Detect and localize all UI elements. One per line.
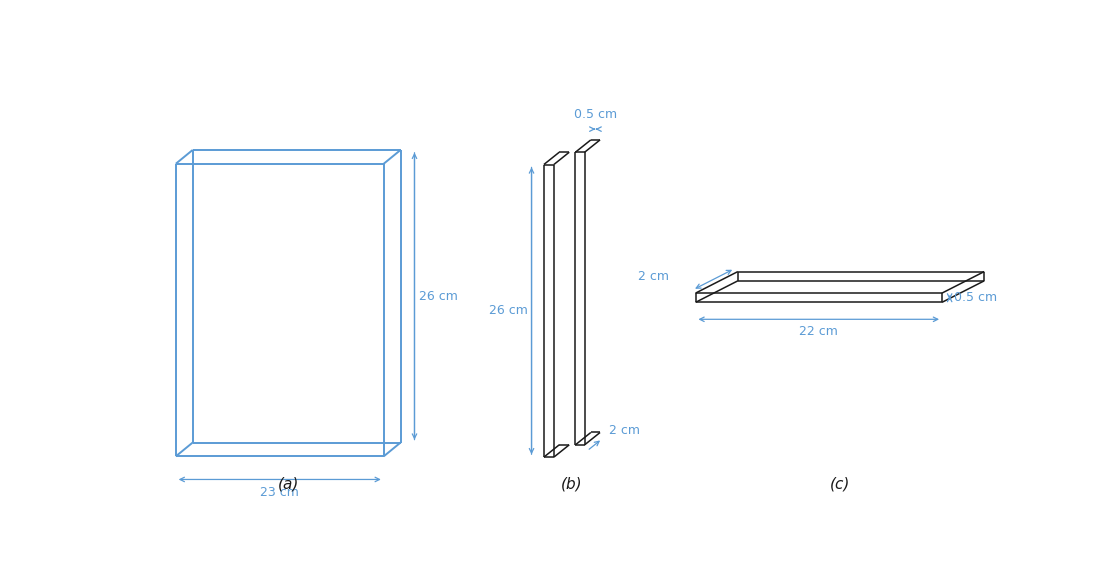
- Text: 22 cm: 22 cm: [799, 325, 838, 339]
- Text: 26 cm: 26 cm: [420, 290, 458, 303]
- Text: 0.5 cm: 0.5 cm: [954, 291, 997, 304]
- Text: (a): (a): [278, 476, 299, 491]
- Text: 0.5 cm: 0.5 cm: [573, 109, 617, 121]
- Text: (c): (c): [829, 476, 850, 491]
- Text: 23 cm: 23 cm: [260, 485, 299, 498]
- Text: 26 cm: 26 cm: [489, 304, 528, 318]
- Text: (b): (b): [561, 476, 582, 491]
- Text: 2 cm: 2 cm: [609, 424, 640, 437]
- Text: 2 cm: 2 cm: [639, 270, 670, 283]
